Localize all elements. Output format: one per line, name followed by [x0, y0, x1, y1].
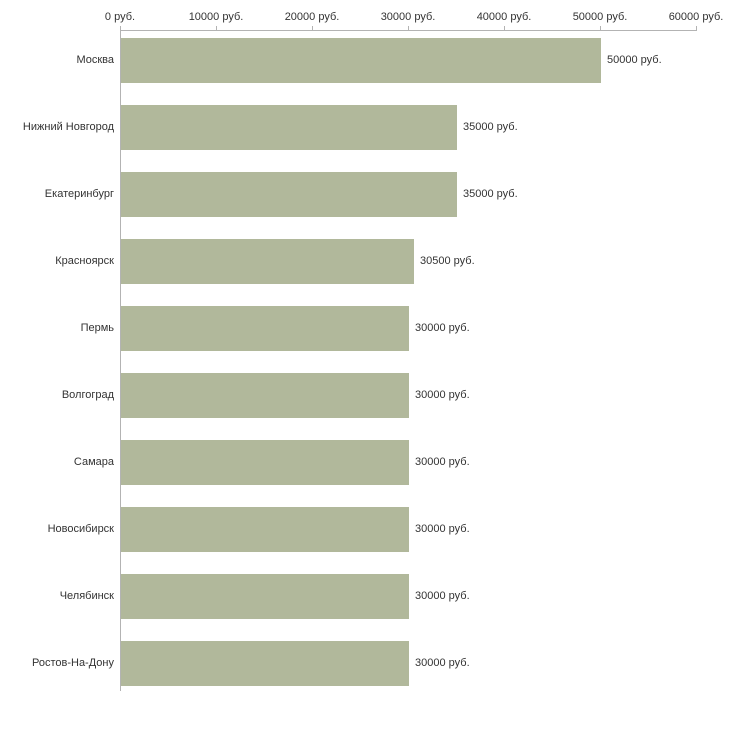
value-label: 30000 руб.: [415, 389, 470, 401]
x-axis-tick-label: 40000 руб.: [476, 11, 532, 23]
bar: [121, 38, 601, 83]
bar-row: Волгоград 30000 руб.: [0, 373, 730, 418]
bar-row: Пермь 30000 руб.: [0, 306, 730, 351]
x-axis-tick: [696, 26, 697, 30]
bar: [121, 507, 409, 552]
value-label: 30000 руб.: [415, 523, 470, 535]
category-label: Нижний Новгород: [22, 121, 114, 133]
x-axis-tick-label: 0 руб.: [104, 11, 136, 23]
category-label: Челябинск: [59, 590, 114, 602]
category-label: Новосибирск: [47, 523, 114, 535]
category-label: Пермь: [80, 322, 114, 334]
bar: [121, 239, 414, 284]
bar: [121, 440, 409, 485]
value-label: 30000 руб.: [415, 456, 470, 468]
category-label: Красноярск: [55, 255, 114, 267]
y-axis-line: [120, 30, 121, 691]
x-axis-tick-label: 20000 руб.: [284, 11, 340, 23]
value-label: 30000 руб.: [415, 657, 470, 669]
value-label: 50000 руб.: [607, 54, 662, 66]
x-axis-tick: [120, 26, 121, 30]
bar-row: Челябинск 30000 руб.: [0, 574, 730, 619]
x-axis-line: [120, 30, 697, 31]
bar-row: Новосибирск 30000 руб.: [0, 507, 730, 552]
bar-row: Красноярск 30500 руб.: [0, 239, 730, 284]
bar-row: Екатеринбург 35000 руб.: [0, 172, 730, 217]
value-label: 30500 руб.: [420, 255, 475, 267]
category-label: Волгоград: [61, 389, 114, 401]
x-axis-tick-label: 60000 руб.: [668, 11, 724, 23]
value-label: 30000 руб.: [415, 590, 470, 602]
x-axis-tick: [600, 26, 601, 30]
category-label: Москва: [76, 54, 114, 66]
bar: [121, 641, 409, 686]
x-axis-tick-label: 10000 руб.: [188, 11, 244, 23]
x-axis-tick: [312, 26, 313, 30]
x-axis-tick-label: 30000 руб.: [380, 11, 436, 23]
value-label: 35000 руб.: [463, 121, 518, 133]
bar: [121, 306, 409, 351]
bar: [121, 105, 457, 150]
category-label: Екатеринбург: [44, 188, 114, 200]
x-axis-tick: [216, 26, 217, 30]
category-label: Самара: [73, 456, 114, 468]
bar-row: Ростов-На-Дону 30000 руб.: [0, 641, 730, 686]
x-axis-tick-label: 50000 руб.: [572, 11, 628, 23]
bar-row: Москва 50000 руб.: [0, 38, 730, 83]
bar-row: Нижний Новгород 35000 руб.: [0, 105, 730, 150]
bar-row: Самара 30000 руб.: [0, 440, 730, 485]
x-axis-tick: [408, 26, 409, 30]
bar: [121, 574, 409, 619]
value-label: 30000 руб.: [415, 322, 470, 334]
x-axis-tick: [504, 26, 505, 30]
value-label: 35000 руб.: [463, 188, 518, 200]
bar: [121, 172, 457, 217]
bar: [121, 373, 409, 418]
category-label: Ростов-На-Дону: [31, 657, 114, 669]
